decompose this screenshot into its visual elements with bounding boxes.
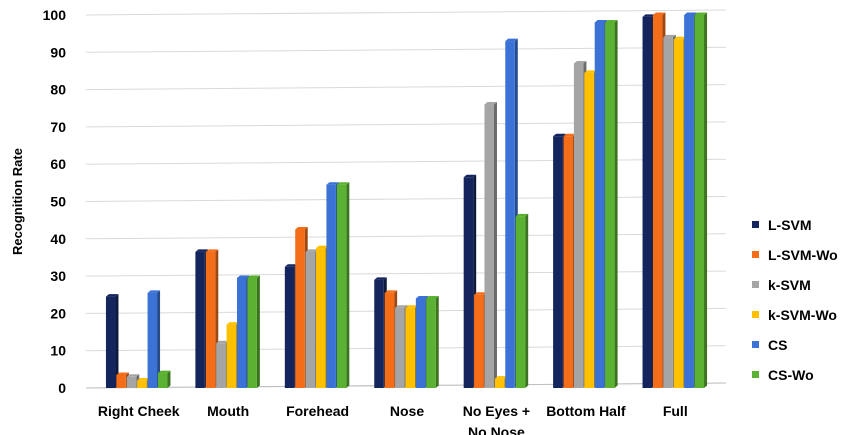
y-axis-label: Recognition Rate (10, 148, 25, 255)
y-tick-label: 70 (50, 119, 66, 135)
bar-cs-wo (426, 295, 439, 388)
x-axis-categories: Right Cheek Mouth Forehead Nose No Eyes + No … (98, 403, 688, 435)
legend-item: k-SVM-Wo (752, 307, 837, 323)
y-tick-label: 20 (50, 305, 66, 321)
y-tick-label: 80 (50, 82, 66, 98)
legend-item: L-SVM (752, 217, 812, 233)
bar-cs-wo (515, 213, 529, 388)
legend-label: L-SVM-Wo (768, 247, 838, 263)
legend-label: k-SVM (768, 277, 811, 293)
gridlines (85, 9, 727, 389)
bar-k-svm (484, 102, 497, 389)
x-category-label: Nose (390, 403, 424, 419)
gridline (85, 46, 727, 53)
y-tick-label: 10 (50, 343, 66, 359)
y-tick-label: 100 (43, 7, 67, 23)
bars (105, 12, 708, 389)
y-axis-ticks: 0 10 20 30 40 50 60 70 80 90 100 (43, 7, 67, 396)
bar-cs-wo (157, 370, 171, 388)
legend-label: CS-Wo (768, 367, 814, 383)
y-tick-label: 90 (50, 44, 66, 60)
legend-swatch (752, 221, 759, 228)
gridline (85, 121, 727, 128)
bar-cs-wo (247, 275, 260, 388)
legend-item: L-SVM-Wo (752, 247, 838, 263)
x-category-label: No Eyes + (463, 403, 530, 419)
y-tick-label: 40 (50, 231, 66, 247)
y-tick-label: 50 (50, 194, 66, 210)
gridline (85, 9, 727, 16)
legend-swatch (752, 251, 759, 258)
gridline (85, 158, 727, 165)
x-category-label: No Nose (468, 424, 525, 435)
legend-swatch (752, 281, 759, 288)
legend-label: CS (768, 337, 787, 353)
x-category-label: Right Cheek (98, 403, 180, 419)
x-category-label: Full (663, 403, 688, 419)
y-tick-label: 30 (50, 268, 66, 284)
bar-cs (147, 290, 161, 388)
legend-label: L-SVM (768, 217, 812, 233)
gridline (85, 196, 727, 202)
gridline (85, 233, 727, 240)
legend-item: CS (752, 337, 787, 353)
gridline (85, 84, 727, 91)
bar-l-svm (105, 294, 119, 388)
y-tick-label: 60 (50, 156, 66, 172)
x-category-label: Forehead (286, 403, 349, 419)
legend-label: k-SVM-Wo (768, 307, 837, 323)
gridline (85, 270, 727, 277)
legend-swatch (752, 371, 759, 378)
legend-item: CS-Wo (752, 367, 814, 383)
bar-cs-wo (336, 182, 350, 388)
bar-cs-wo (605, 19, 618, 389)
bar-cs-wo (694, 12, 708, 388)
x-category-label: Mouth (207, 403, 249, 419)
legend: L-SVM L-SVM-Wo k-SVM k-SVM-Wo CS CS-Wo (752, 217, 838, 383)
legend-swatch (752, 311, 759, 318)
legend-item: k-SVM (752, 277, 811, 293)
y-tick-label: 0 (58, 380, 66, 396)
legend-swatch (752, 341, 759, 348)
x-category-label: Bottom Half (546, 403, 626, 419)
